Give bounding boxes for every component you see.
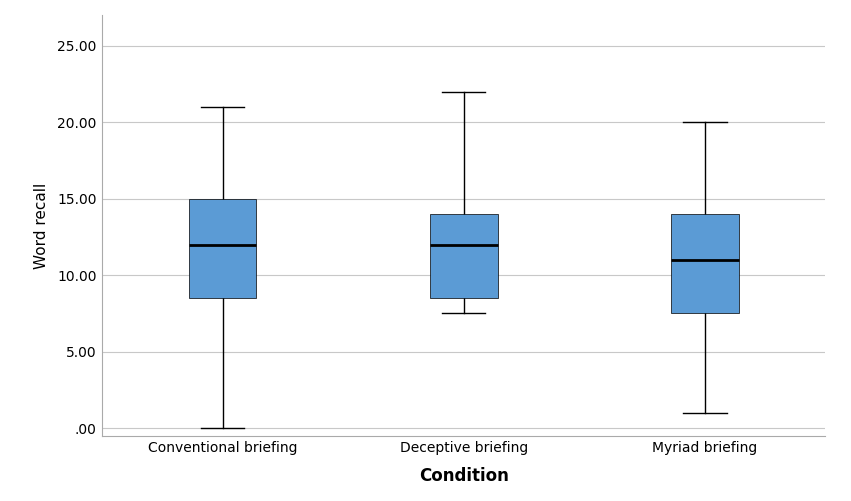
Y-axis label: Word recall: Word recall <box>34 182 49 269</box>
PathPatch shape <box>671 214 739 314</box>
X-axis label: Condition: Condition <box>419 466 509 484</box>
PathPatch shape <box>189 199 256 298</box>
PathPatch shape <box>430 214 498 298</box>
